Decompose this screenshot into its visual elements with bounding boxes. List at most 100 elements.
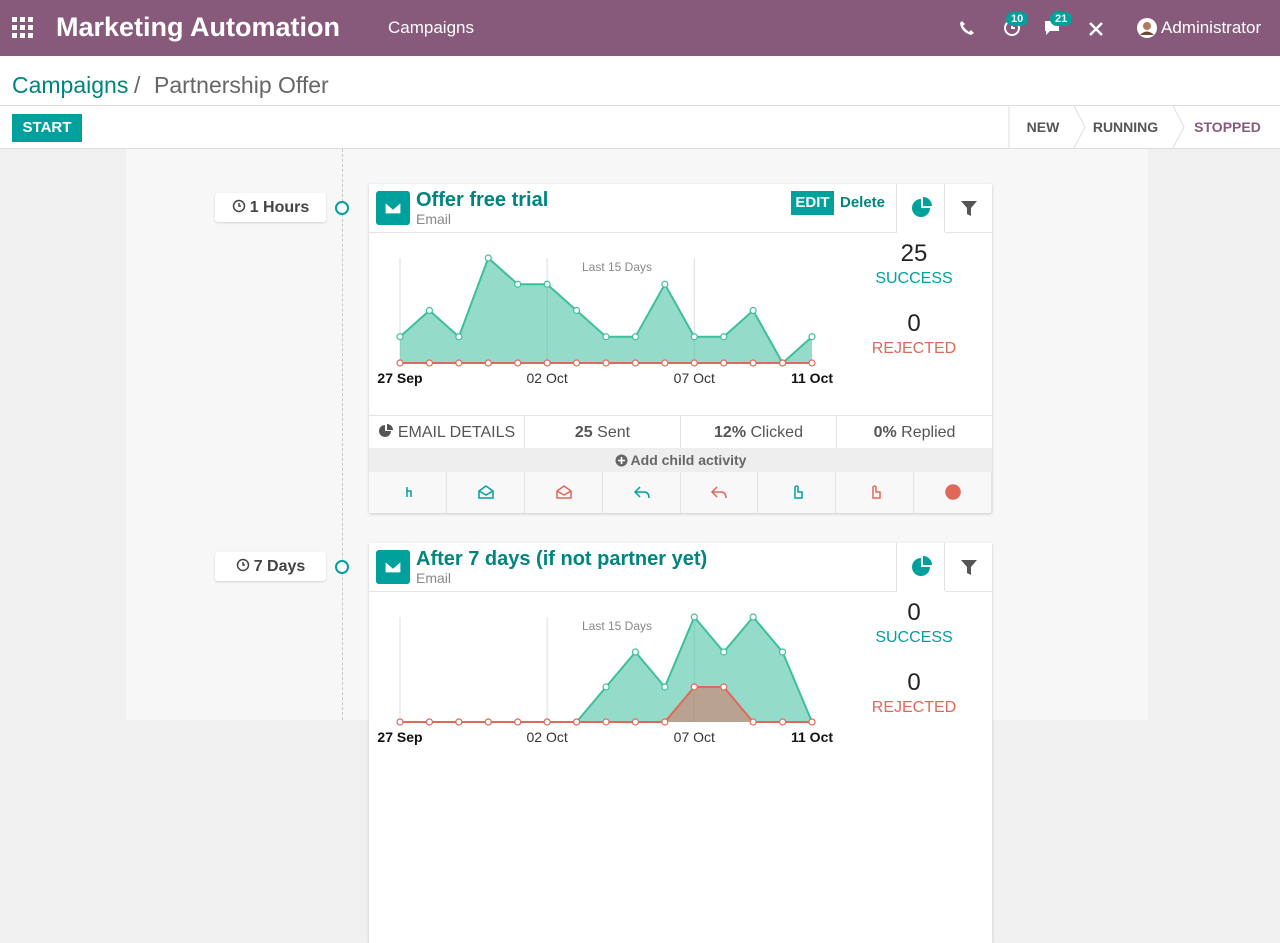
point [543,280,551,288]
details-label: Clicked [750,424,803,441]
control-bar [0,106,1280,149]
pie-icon [912,197,932,217]
details-heading-text: EMAIL DETAILS [397,424,516,441]
activity-card: After 7 days (if not partner yet) Email La… [369,543,992,943]
point [543,359,551,367]
activity-card: Offer free trial Email EDIT Delete Last 15 D… [369,184,992,513]
icon-shape [711,486,728,499]
point [602,359,610,367]
graph-tab[interactable] [896,184,945,233]
filter-shape [961,560,977,575]
details-label: Sent [597,424,631,441]
stat-value: 0 [907,669,921,696]
apps-icon[interactable] [12,17,34,39]
email-icon [376,191,410,225]
child-trigger-icon [555,485,572,499]
activity-kind: Email [416,570,452,586]
clock-face [236,558,249,572]
user-menu[interactable]: Administrator [1161,18,1262,37]
breadcrumb-link[interactable]: Campaigns [12,72,129,98]
child-trigger[interactable] [525,472,603,513]
filter-tab[interactable] [944,184,993,232]
activity-title[interactable]: After 7 days (if not partner yet) [416,548,708,570]
child-trigger-icon [872,485,881,499]
point [602,683,610,691]
details-cell[interactable]: 12% Clicked [681,416,837,449]
pie-icon [912,556,932,576]
icon-shape [872,485,881,499]
point [396,359,404,367]
details-cell[interactable]: 0% Replied [837,416,992,449]
child-trigger[interactable] [681,472,759,513]
child-trigger[interactable] [758,472,837,513]
point [514,359,522,367]
x-tick-label: 02 Oct [527,370,568,386]
graph-tab[interactable] [896,543,945,592]
menu-item[interactable]: Campaigns [388,18,474,37]
filter-tab[interactable] [944,543,993,591]
edit-button[interactable]: EDIT [791,191,834,215]
breadcrumb-separator: / [134,72,141,98]
point [572,306,581,315]
point [602,333,610,341]
point [661,359,669,367]
stat-label: SUCCESS [875,270,953,287]
pie-shape [912,556,932,576]
details-value: 12% [714,424,747,441]
stat-label: REJECTED [871,340,957,357]
icon-shape [794,485,804,499]
child-trigger[interactable] [836,472,915,513]
breadcrumb-current: Partnership Offer [154,72,329,98]
trigger-pill: 1 Hours [215,193,326,222]
details-value: 25 [574,424,593,441]
delete-link[interactable]: Delete [840,194,886,211]
child-trigger[interactable] [447,472,525,513]
stage[interactable]: RUNNING [1092,119,1159,135]
filter-icon [961,201,977,216]
debug-icon[interactable] [1087,20,1105,38]
point [631,359,640,367]
point [778,648,787,656]
phone-icon[interactable] [959,20,975,36]
icon-shape [945,484,961,500]
child-trigger-row [369,472,992,513]
start-button[interactable]: START [12,114,82,142]
icon-shape [555,485,572,499]
trigger-text: 1 Hours [249,199,310,216]
point [749,359,757,367]
details-cell[interactable]: 25 Sent [525,416,681,449]
child-trigger-icon [711,486,728,499]
point [572,359,581,367]
pie-shape [912,197,932,217]
navbar: Marketing Automation Campaigns 10 21 Adm… [0,0,1280,56]
child-trigger[interactable] [914,472,992,513]
point [455,333,463,341]
avatar[interactable] [1136,17,1158,39]
activity-title[interactable]: Offer free trial [416,189,549,211]
add-child-text: Add child activity [630,452,747,468]
stage[interactable]: NEW [1026,119,1060,135]
point [484,254,492,262]
app-name[interactable]: Marketing Automation [56,12,341,42]
card-header: Offer free trial Email EDIT Delete [369,184,992,233]
stage[interactable]: STOPPED [1194,119,1261,135]
message-badge: 21 [1050,12,1073,26]
plus-sign [617,457,625,464]
add-child[interactable]: Add child activity [369,448,992,472]
child-trigger[interactable] [603,472,681,513]
activity-kind: Email [416,211,452,227]
child-trigger-icon [633,486,650,499]
trigger-text: 7 Days [253,558,306,575]
child-trigger[interactable] [369,472,447,513]
point [514,280,522,288]
clock-icon [236,558,249,572]
stat-value: 0 [907,310,921,337]
child-trigger-icon [406,487,412,497]
child-trigger-icon [945,484,961,500]
pie-shape [378,424,393,437]
clock-hand [241,562,245,566]
point [720,333,728,341]
point [749,306,757,315]
point [808,359,816,367]
stat-value: 25 [900,240,928,267]
